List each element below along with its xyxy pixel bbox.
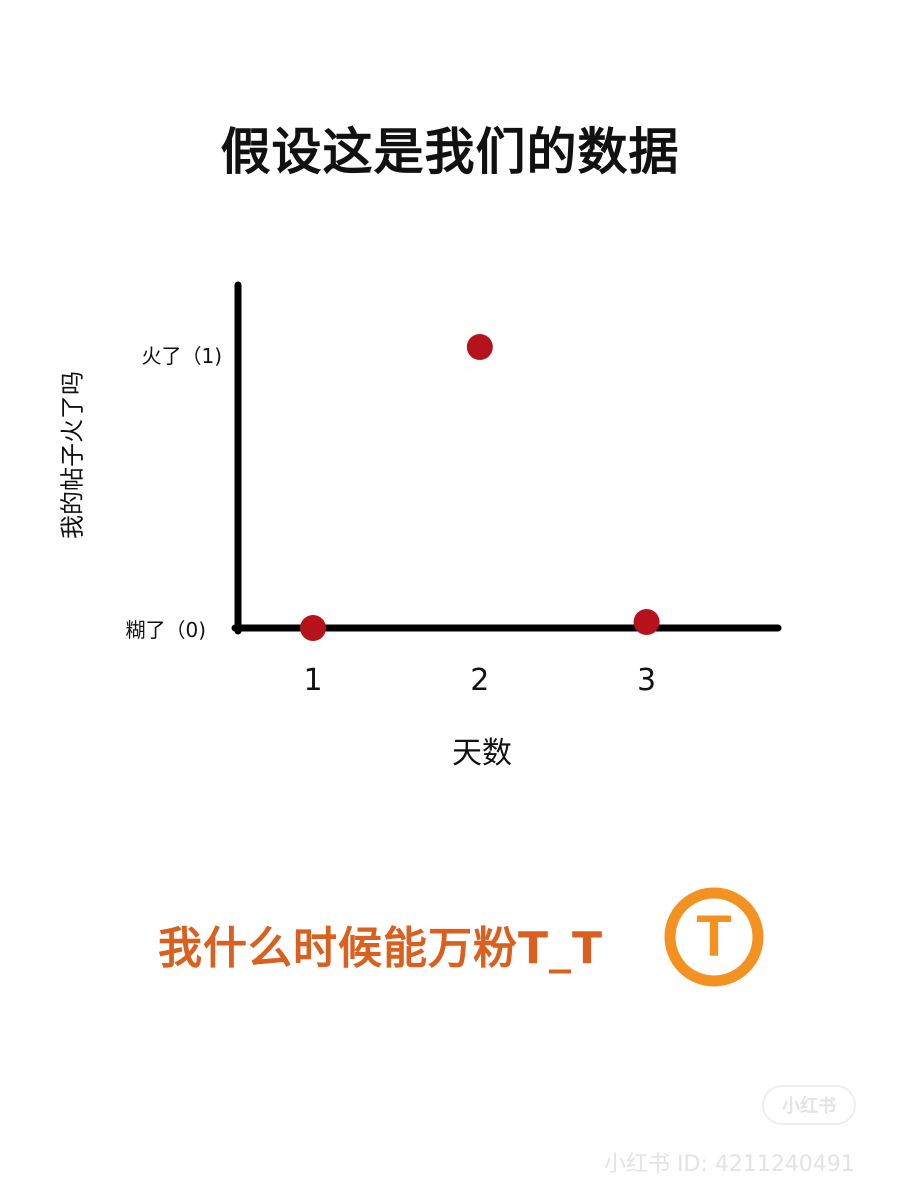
data-point-2 (466, 334, 493, 360)
data-point-3 (633, 609, 660, 635)
badge-letter: T (696, 904, 731, 969)
x-tick-label-1: 1 (303, 663, 322, 698)
y-axis-label: 我的帖子火了吗 (58, 371, 87, 539)
y-tick-label-fire: 火了（1) (141, 344, 222, 368)
x-tick-label-3: 3 (637, 663, 656, 698)
y-tick-label-flop: 糊了（0) (125, 618, 206, 642)
chart-axes (231, 281, 782, 635)
data-point-1 (300, 615, 327, 641)
watermark-logo: 小红书 (762, 1085, 856, 1125)
t-badge-icon: T (664, 887, 764, 987)
caption-text: 我什么时候能万粉T_T (158, 923, 604, 974)
page-title: 假设这是我们的数据 (220, 123, 680, 181)
chart-points (300, 334, 660, 641)
scatter-chart: 1 2 3 (231, 281, 782, 698)
x-tick-label-2: 2 (470, 663, 489, 698)
chart-x-ticks: 1 2 3 (303, 663, 656, 698)
watermark-id: 小红书 ID: 4211240491 (604, 1152, 855, 1177)
x-axis-label: 天数 (452, 736, 512, 771)
